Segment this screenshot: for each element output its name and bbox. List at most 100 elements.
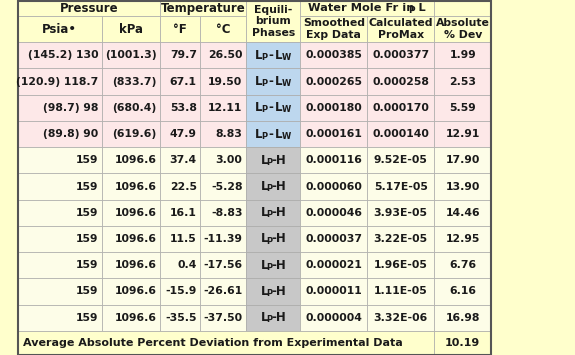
Text: 1096.6: 1096.6 <box>115 181 157 191</box>
Text: -H: -H <box>271 259 286 272</box>
Text: -35.5: -35.5 <box>166 313 197 323</box>
Bar <box>434 226 492 252</box>
Text: 1096.6: 1096.6 <box>115 208 157 218</box>
Bar <box>301 173 367 200</box>
Bar <box>18 278 102 305</box>
Text: 6.76: 6.76 <box>449 260 476 270</box>
Bar <box>246 278 301 305</box>
Text: -: - <box>269 75 273 88</box>
Text: 0.000116: 0.000116 <box>305 155 362 165</box>
Bar <box>434 16 492 42</box>
Bar <box>102 173 160 200</box>
Text: W: W <box>281 105 290 114</box>
Text: P: P <box>267 289 273 298</box>
Bar <box>367 173 434 200</box>
Text: L: L <box>260 259 268 272</box>
Text: 67.1: 67.1 <box>170 77 197 87</box>
Bar <box>367 200 434 226</box>
Text: L: L <box>260 154 268 167</box>
Text: 159: 159 <box>76 234 98 244</box>
Bar <box>18 95 102 121</box>
Bar <box>200 305 246 331</box>
Text: P: P <box>267 263 273 272</box>
Bar <box>102 226 160 252</box>
Bar <box>246 200 301 226</box>
Text: 0.000385: 0.000385 <box>305 50 362 60</box>
Bar <box>18 69 102 95</box>
Bar <box>18 42 102 69</box>
Bar <box>246 121 301 147</box>
Bar <box>160 252 200 278</box>
Text: P: P <box>262 105 268 114</box>
Bar <box>367 16 434 42</box>
Bar <box>200 95 246 121</box>
Text: -H: -H <box>271 285 286 298</box>
Text: 159: 159 <box>76 260 98 270</box>
Text: Psia•: Psia• <box>43 23 78 36</box>
Text: (1001.3): (1001.3) <box>105 50 157 60</box>
Bar <box>18 305 102 331</box>
Text: 8.83: 8.83 <box>216 129 243 139</box>
Text: 0.000161: 0.000161 <box>305 129 362 139</box>
Text: 12.11: 12.11 <box>208 103 243 113</box>
Bar <box>434 305 492 331</box>
Bar <box>102 16 160 42</box>
Bar <box>102 147 160 173</box>
Text: kPa: kPa <box>119 23 143 36</box>
Text: 14.46: 14.46 <box>446 208 480 218</box>
Text: 3.32E-06: 3.32E-06 <box>374 313 428 323</box>
Bar <box>301 95 367 121</box>
Text: 19.50: 19.50 <box>208 77 243 87</box>
Text: P: P <box>262 53 268 62</box>
Bar <box>160 121 200 147</box>
Text: P: P <box>267 315 273 324</box>
Text: 47.9: 47.9 <box>170 129 197 139</box>
Text: 1096.6: 1096.6 <box>115 234 157 244</box>
Text: 0.000011: 0.000011 <box>305 286 362 296</box>
Bar <box>246 42 301 69</box>
Bar <box>246 252 301 278</box>
Bar <box>18 1 492 355</box>
Text: 0.000265: 0.000265 <box>305 77 362 87</box>
Text: -H: -H <box>271 233 286 246</box>
Bar <box>160 226 200 252</box>
Bar <box>301 252 367 278</box>
Text: 22.5: 22.5 <box>170 181 197 191</box>
Text: 53.8: 53.8 <box>170 103 197 113</box>
Bar <box>200 226 246 252</box>
Bar <box>200 200 246 226</box>
Text: -H: -H <box>271 180 286 193</box>
Text: L: L <box>255 101 262 114</box>
Bar <box>18 121 102 147</box>
Bar <box>367 305 434 331</box>
Bar <box>367 69 434 95</box>
Text: Water Mole Fr in L: Water Mole Fr in L <box>308 4 426 13</box>
Text: P: P <box>267 184 273 193</box>
Bar <box>18 252 102 278</box>
Bar <box>246 147 301 173</box>
Bar <box>200 121 246 147</box>
Text: 3.22E-05: 3.22E-05 <box>374 234 428 244</box>
Bar <box>301 278 367 305</box>
Bar <box>301 121 367 147</box>
Text: 159: 159 <box>76 208 98 218</box>
Bar <box>160 69 200 95</box>
Bar <box>434 42 492 69</box>
Bar <box>200 69 246 95</box>
Text: -26.61: -26.61 <box>204 286 243 296</box>
Text: L: L <box>260 233 268 246</box>
Text: 1.96E-05: 1.96E-05 <box>374 260 428 270</box>
Text: -11.39: -11.39 <box>204 234 243 244</box>
Text: L: L <box>275 127 282 141</box>
Text: Smoothed
Exp Data: Smoothed Exp Data <box>303 18 365 40</box>
Bar <box>434 331 492 355</box>
Text: Average Absolute Percent Deviation from Experimental Data: Average Absolute Percent Deviation from … <box>22 338 402 348</box>
Bar <box>301 69 367 95</box>
Text: 0.4: 0.4 <box>178 260 197 270</box>
Bar <box>367 147 434 173</box>
Bar <box>434 252 492 278</box>
Text: (619.6): (619.6) <box>113 129 157 139</box>
Text: 2.53: 2.53 <box>449 77 476 87</box>
Text: -: - <box>269 49 273 62</box>
Text: Temperature: Temperature <box>160 2 246 15</box>
